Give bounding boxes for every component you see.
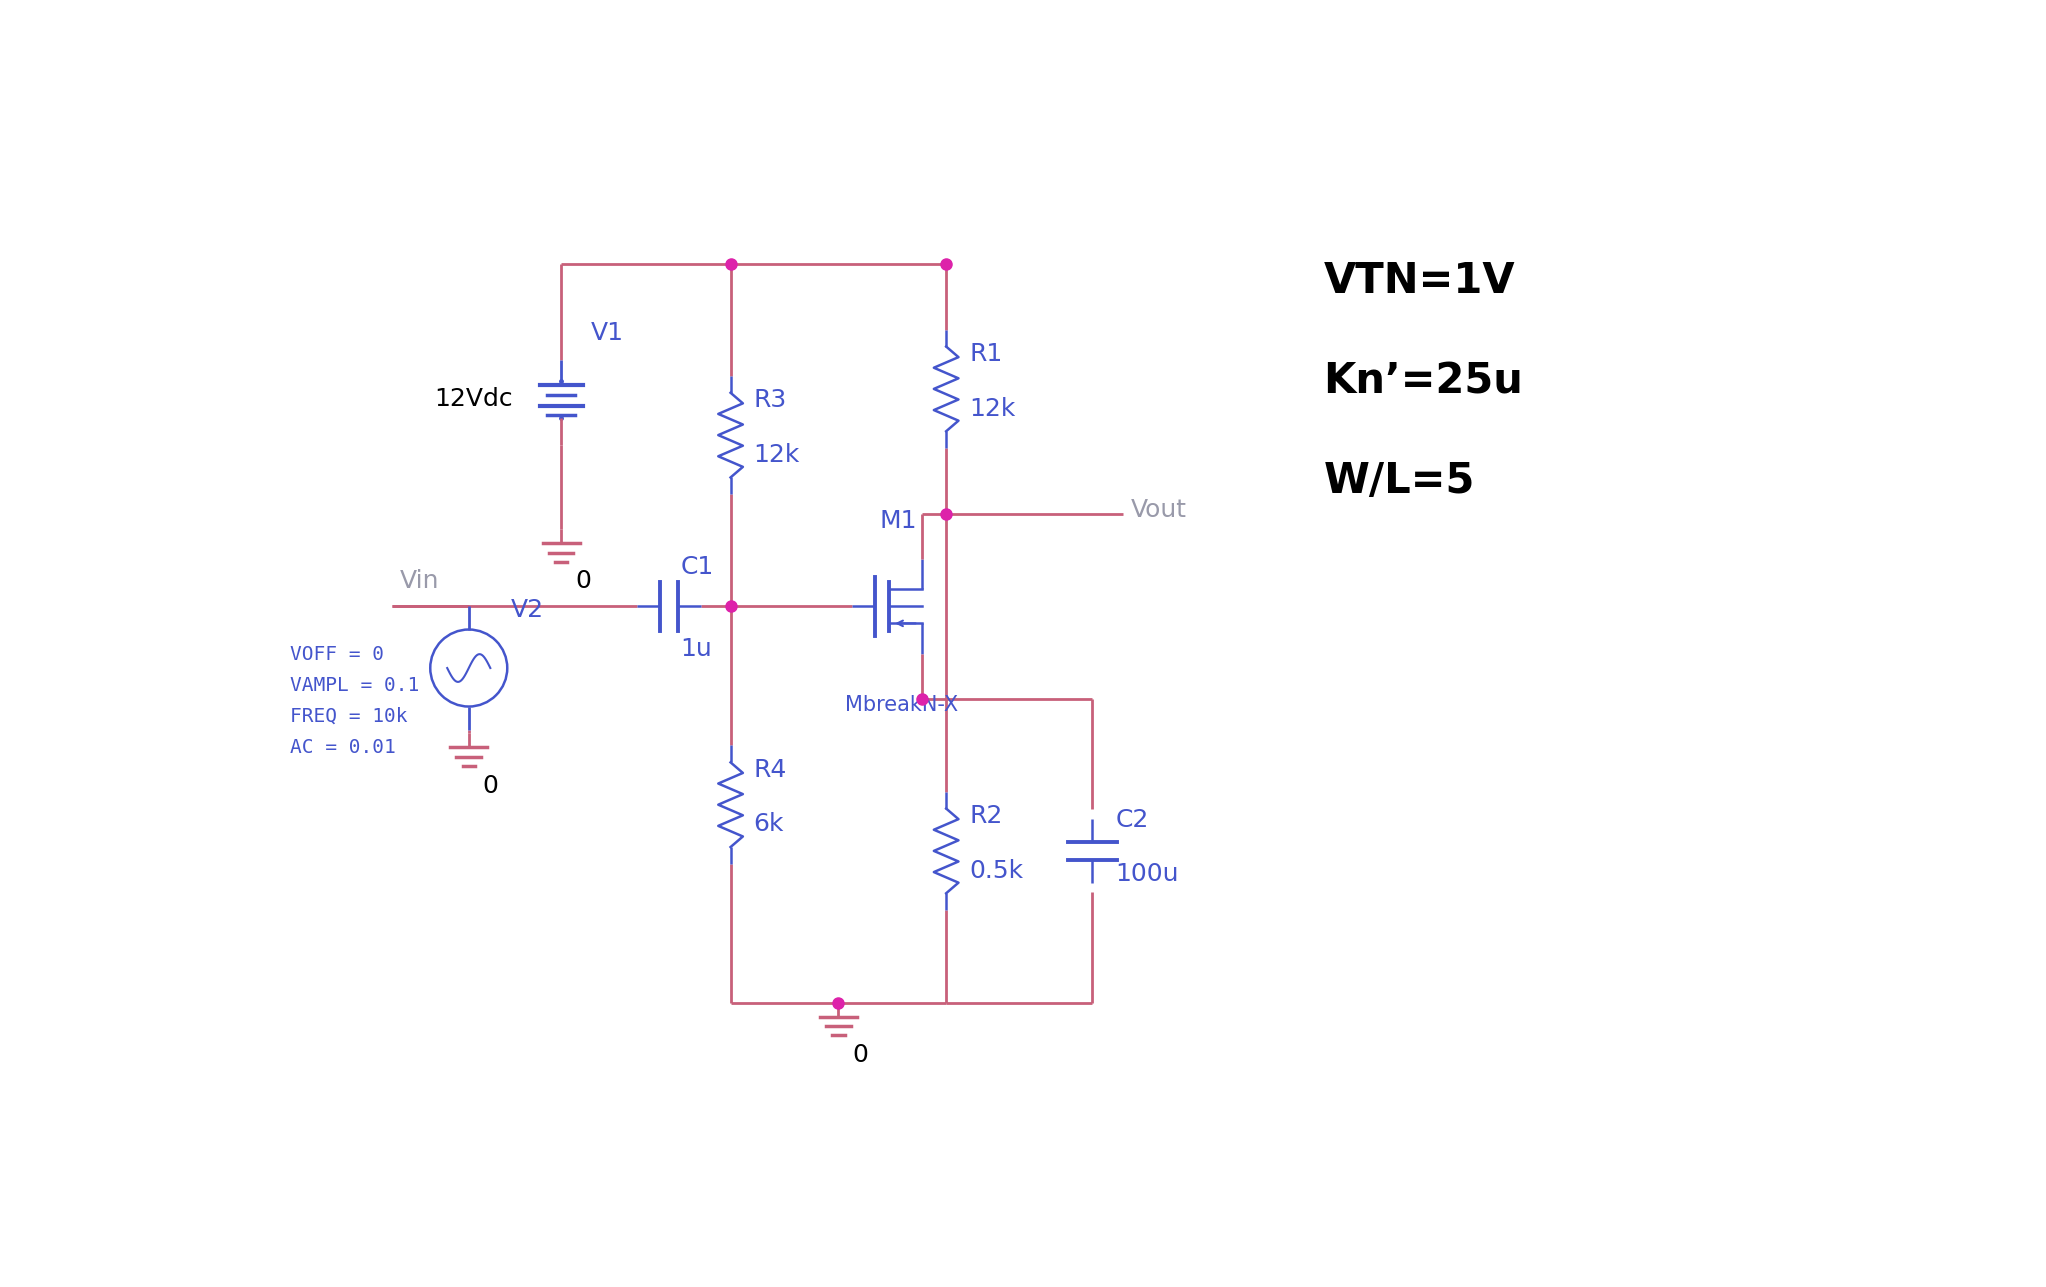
Text: Vin: Vin: [399, 569, 440, 592]
Text: 6k: 6k: [753, 812, 784, 837]
Text: M1: M1: [880, 510, 917, 533]
Text: Vout: Vout: [1131, 498, 1187, 523]
Text: 0: 0: [483, 773, 499, 798]
Text: R2: R2: [970, 804, 1003, 828]
Text: 1u: 1u: [681, 637, 712, 662]
Text: Kn’=25u: Kn’=25u: [1324, 360, 1524, 402]
Text: R1: R1: [970, 342, 1003, 366]
Text: 100u: 100u: [1115, 862, 1178, 887]
Text: C2: C2: [1115, 808, 1150, 831]
Text: R4: R4: [753, 758, 788, 781]
Text: V2: V2: [512, 598, 544, 622]
Text: R3: R3: [753, 387, 788, 412]
Text: W/L=5: W/L=5: [1324, 461, 1475, 502]
Text: VOFF = 0
VAMPL = 0.1
FREQ = 10k
AC = 0.01: VOFF = 0 VAMPL = 0.1 FREQ = 10k AC = 0.0…: [291, 645, 419, 757]
Text: C1: C1: [681, 556, 714, 579]
Text: 12k: 12k: [753, 443, 800, 467]
Text: V1: V1: [591, 320, 624, 345]
Text: 0.5k: 0.5k: [970, 858, 1023, 883]
Text: MbreakN-X: MbreakN-X: [845, 695, 958, 716]
Text: VTN=1V: VTN=1V: [1324, 260, 1516, 302]
Text: 12Vdc: 12Vdc: [434, 386, 514, 411]
Text: 12k: 12k: [970, 396, 1015, 421]
Text: 0: 0: [575, 569, 591, 593]
Text: 0: 0: [853, 1042, 868, 1067]
